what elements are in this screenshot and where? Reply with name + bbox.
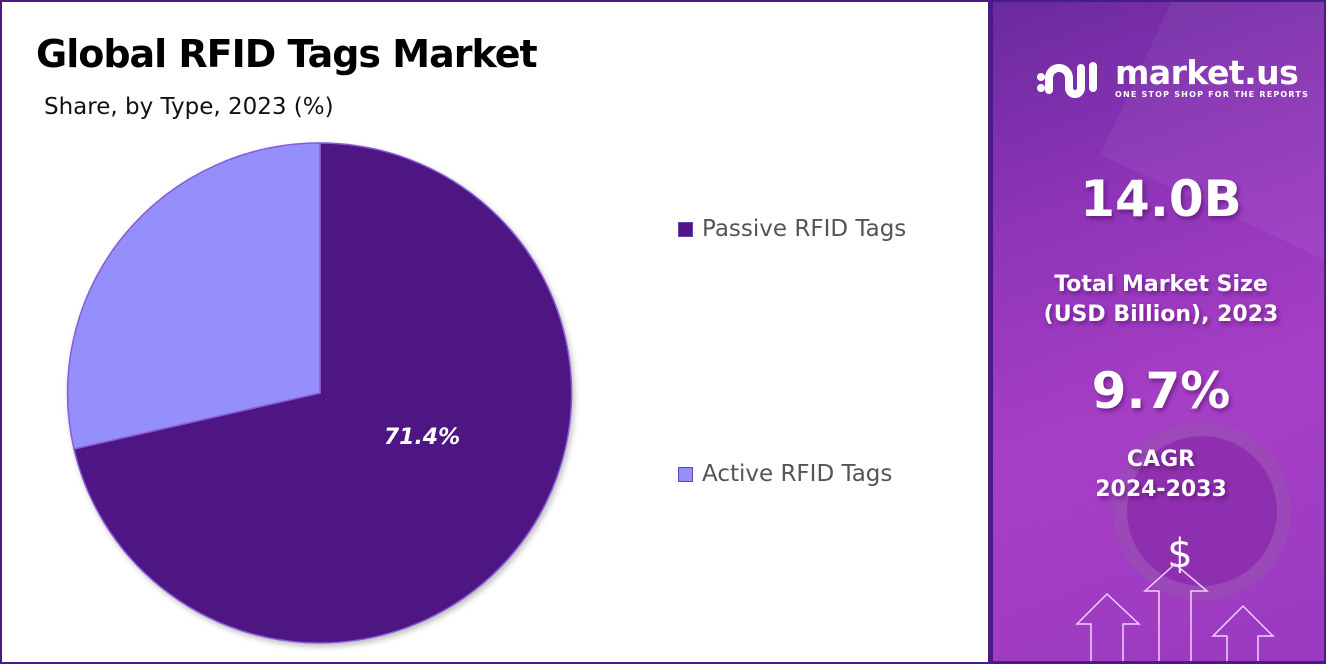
market-size-value: 14.0B: [1080, 170, 1242, 228]
legend-item-active[interactable]: Active RFID Tags: [678, 461, 892, 487]
market-size-label-line1: Total Market Size: [1054, 272, 1268, 297]
legend-swatch-passive: [678, 221, 693, 237]
cagr-value: 9.7%: [1091, 362, 1231, 420]
chart-subtitle: Share, by Type, 2023 (%): [44, 94, 334, 120]
market-size-label-line2: (USD Billion), 2023: [1043, 302, 1279, 327]
stats-sidebar: market.us ONE STOP SHOP FOR THE REPORTS …: [990, 0, 1326, 664]
brand-tagline: ONE STOP SHOP FOR THE REPORTS: [1115, 89, 1310, 99]
pie-slice-passive[interactable]: [73, 142, 573, 644]
market-us-logo-icon: [1037, 62, 1097, 98]
cagr-label-line2: 2024-2033: [1095, 477, 1227, 502]
chart-title: Global RFID Tags Market: [36, 32, 538, 76]
dollar-icon: $: [1167, 531, 1192, 577]
brand-logo[interactable]: market.us ONE STOP SHOP FOR THE REPORTS: [1035, 50, 1309, 104]
brand-name: market.us: [1115, 52, 1299, 92]
cagr-label-line1: CAGR: [1126, 447, 1196, 472]
pie-label-passive: 71.4%: [384, 425, 460, 450]
legend-label-active: Active RFID Tags: [702, 461, 893, 487]
legend-label-passive: Passive RFID Tags: [702, 216, 907, 242]
pie-chart: 71.4%: [66, 142, 573, 644]
market-size-label: Total Market Size (USD Billion), 2023: [993, 270, 1324, 330]
growth-arrows-icon: $: [1075, 531, 1275, 661]
pie-slice-active[interactable]: [66, 142, 321, 450]
chart-panel: Global RFID Tags Market Share, by Type, …: [0, 0, 990, 664]
cagr-label: CAGR 2024-2033: [993, 445, 1324, 505]
legend-swatch-active: [678, 466, 693, 482]
legend-item-passive[interactable]: Passive RFID Tags: [678, 216, 906, 242]
